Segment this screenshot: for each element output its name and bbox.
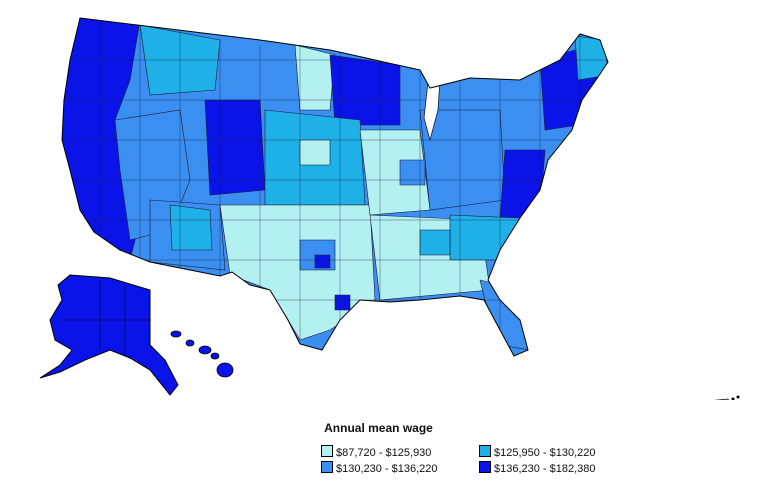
legend-item-4: $136,230 - $182,380 <box>479 461 596 475</box>
legend-title: Annual mean wage <box>324 421 433 435</box>
hawaii <box>170 330 234 378</box>
legend-label-2: $125,950 - $130,220 <box>494 447 596 459</box>
legend-label-4: $136,230 - $182,380 <box>494 463 596 475</box>
region-speckle-3 <box>314 254 331 269</box>
alaska <box>39 274 179 396</box>
region-carolinas <box>449 214 521 261</box>
region-speckle-5 <box>419 229 451 256</box>
region-speckle-4 <box>334 294 351 311</box>
region-speckle-6 <box>399 159 426 186</box>
legend: $87,720 - $125,930 $125,950 - $130,220 $… <box>321 445 621 477</box>
legend-swatch-3 <box>321 461 333 473</box>
region-rocky-dark <box>204 99 266 196</box>
wage-choropleth-map <box>39 17 740 400</box>
county-borders <box>62 20 608 350</box>
legend-swatch-2 <box>479 445 491 457</box>
legend-item-2: $125,950 - $130,220 <box>479 445 596 459</box>
region-dakotas <box>294 44 336 111</box>
region-speckle-1 <box>299 139 331 166</box>
region-texas <box>219 204 376 341</box>
puerto-rico <box>713 395 740 400</box>
legend-label-3: $130,230 - $136,220 <box>336 463 438 475</box>
region-mid-atlantic <box>499 149 546 221</box>
legend-item-3: $130,230 - $136,220 <box>321 461 438 475</box>
legend-item-1: $87,720 - $125,930 <box>321 445 431 459</box>
region-arizona <box>169 204 213 251</box>
region-minnesota <box>329 54 401 126</box>
us-outline <box>61 17 609 357</box>
legend-label-1: $87,720 - $125,930 <box>336 447 432 459</box>
legend-swatch-1 <box>321 445 333 457</box>
legend-swatch-4 <box>479 461 491 473</box>
